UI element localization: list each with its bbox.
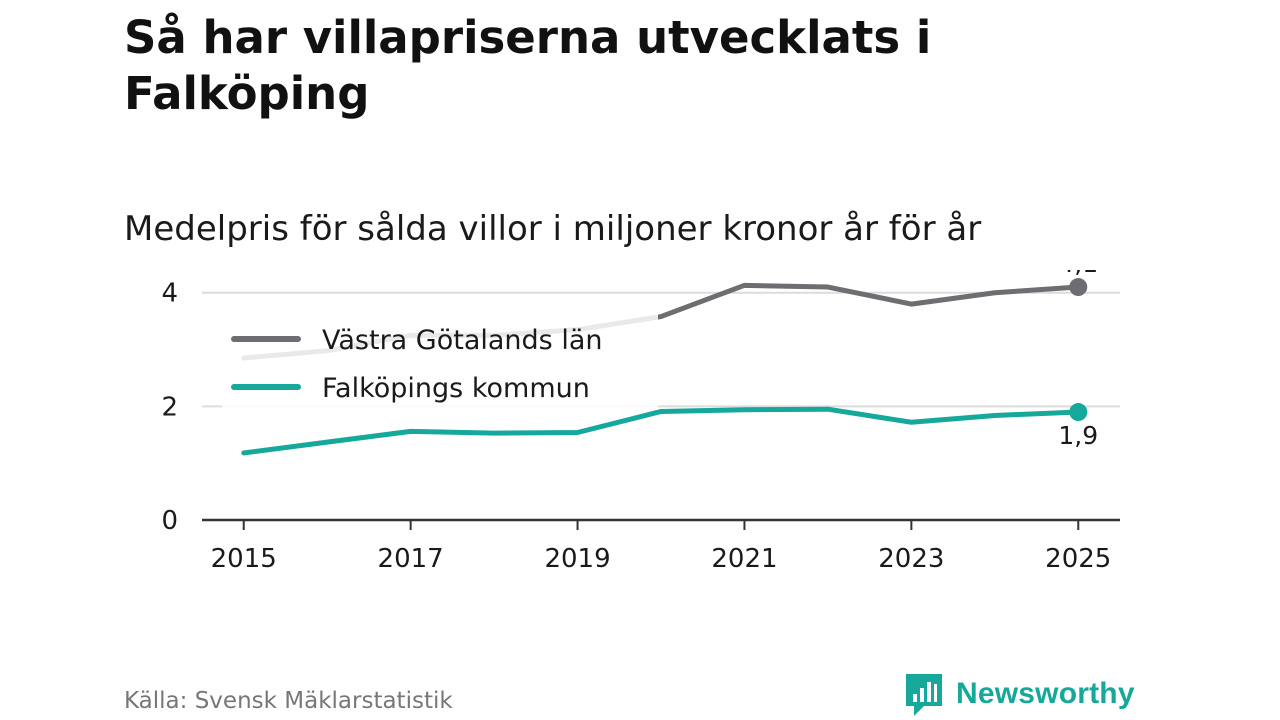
series-end-label-1: 1,9: [1058, 421, 1098, 450]
brand-name: Newsworthy: [956, 677, 1135, 710]
series-line-1: [241, 406, 1081, 456]
x-tick-label-2017: 2017: [378, 544, 444, 574]
series-end-point-0: [1069, 278, 1088, 297]
source-note: Källa: Svensk Mäklarstatistik: [124, 688, 453, 714]
y-tick-label-0: 0: [161, 506, 178, 536]
line-chart: 0 2 4 2015 2017 2019 2021 2023 2025 4,1 1,9 Västra …: [161, 270, 1120, 574]
series-end-point-1: [1069, 403, 1088, 422]
chart-subtitle: Medelpris för sålda villor i miljoner kr…: [124, 209, 982, 249]
x-tick-label-2019: 2019: [544, 544, 610, 574]
legend-background: [222, 310, 658, 410]
brand-logo: Newsworthy: [902, 670, 1135, 718]
chart-title: Så har villapriserna utvecklats i Falköp…: [124, 11, 932, 120]
x-tick-label-2023: 2023: [878, 544, 944, 574]
x-tick-label-2015: 2015: [211, 544, 277, 574]
legend-label-1: Falköpings kommun: [322, 373, 590, 404]
x-tick-label-2025: 2025: [1045, 544, 1111, 574]
newsworthy-logo-icon: [906, 674, 942, 716]
series-end-label-0: 4,1: [1058, 270, 1098, 278]
y-tick-label-4: 4: [161, 279, 178, 309]
legend-label-0: Västra Götalands län: [322, 325, 602, 356]
y-tick-label-2: 2: [161, 392, 178, 422]
x-tick-label-2021: 2021: [711, 544, 777, 574]
